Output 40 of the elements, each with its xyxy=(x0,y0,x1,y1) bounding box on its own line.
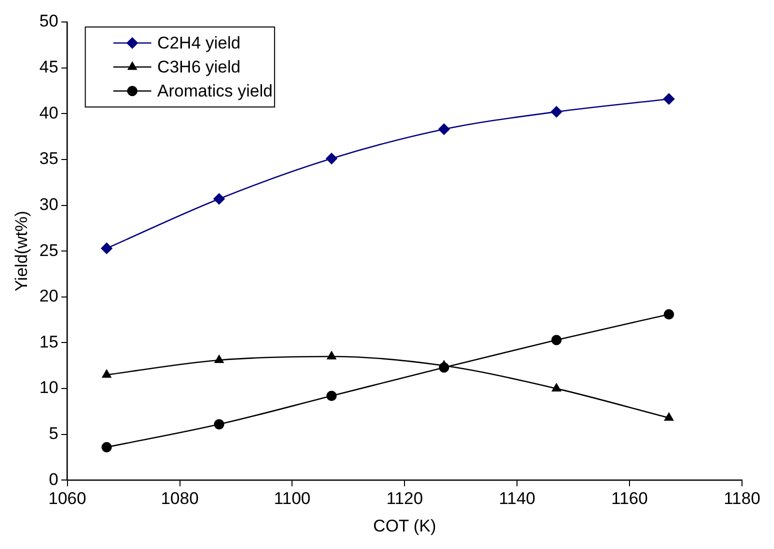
y-tick-label: 40 xyxy=(39,103,58,122)
point xyxy=(438,124,450,135)
x-axis-title: COT (K) xyxy=(373,516,436,536)
point xyxy=(326,390,337,402)
y-tick-label: 5 xyxy=(48,424,58,444)
x-tick-label: 1180 xyxy=(724,489,760,508)
y-axis-title: Yield(wt%) xyxy=(12,210,31,292)
point xyxy=(102,442,112,452)
y-tick-label: 45 xyxy=(39,58,58,77)
point xyxy=(101,242,112,254)
point xyxy=(550,106,562,118)
point xyxy=(663,93,675,105)
y-tick-label: 30 xyxy=(39,194,58,214)
legend-label: C2H4 yield xyxy=(157,34,240,53)
point xyxy=(438,362,450,373)
point xyxy=(326,152,338,164)
y-tick-label: 10 xyxy=(39,378,58,398)
point xyxy=(213,193,225,205)
point xyxy=(552,383,562,392)
x-tick-label: 1120 xyxy=(386,489,423,508)
x-tick-label: 1140 xyxy=(498,489,536,508)
point xyxy=(214,355,224,364)
point xyxy=(102,370,112,378)
x-tick-label: 1080 xyxy=(160,489,199,508)
legend-label: Aromatics yield xyxy=(157,82,273,101)
y-tick-label: 0 xyxy=(48,470,58,489)
point xyxy=(664,412,674,421)
legend-label: C3H6 yield xyxy=(157,58,240,77)
y-tick-label: 35 xyxy=(39,149,58,168)
point xyxy=(214,419,224,430)
y-tick-label: 20 xyxy=(39,286,58,306)
x-tick-label: 1060 xyxy=(48,489,86,508)
x-tick-label: 1100 xyxy=(274,489,310,508)
point xyxy=(664,309,674,320)
point xyxy=(327,351,336,360)
y-tick-label: 50 xyxy=(39,12,58,31)
y-tick-label: 15 xyxy=(39,332,58,352)
y-tick-label: 25 xyxy=(39,240,58,260)
x-tick-label: 1160 xyxy=(611,489,648,508)
point xyxy=(551,334,562,346)
